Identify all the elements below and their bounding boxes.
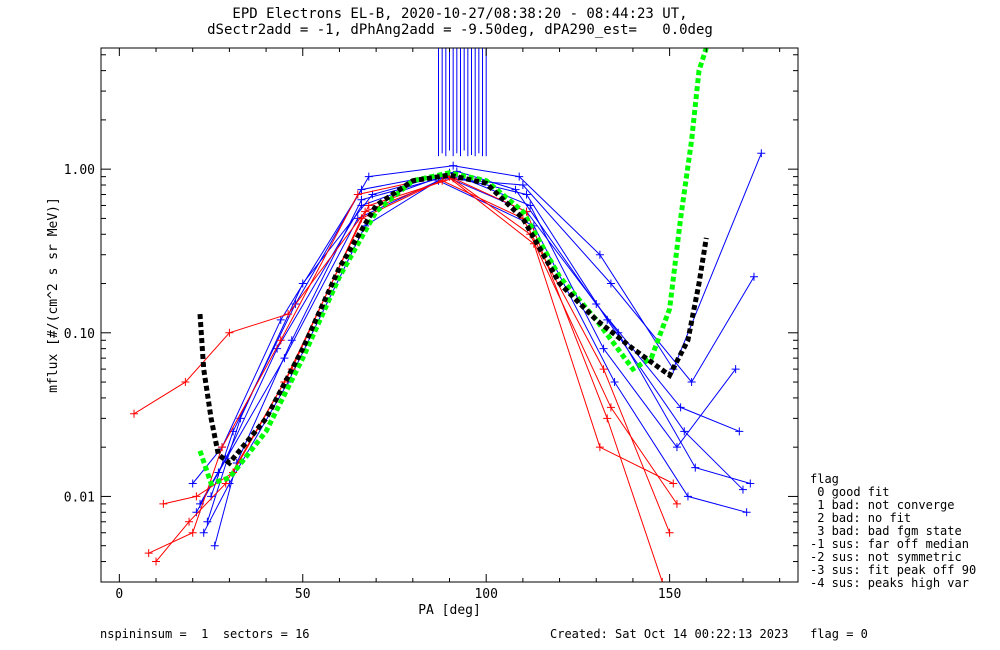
data-point-marker [284, 310, 293, 319]
data-point-marker [735, 427, 744, 436]
x-tick-label: 0 [115, 587, 123, 602]
series-layer [130, 48, 766, 582]
data-point-marker [757, 149, 766, 158]
data-point-marker [511, 185, 520, 194]
data-point-marker [152, 557, 161, 566]
data-point-marker [130, 409, 139, 418]
data-point-marker [203, 517, 212, 526]
data-point-marker [676, 403, 685, 412]
data-point-marker [738, 485, 747, 494]
data-point-marker [526, 201, 535, 210]
data-point-marker [159, 499, 168, 508]
fit-curve-black [197, 172, 709, 467]
data-point-marker [669, 479, 678, 488]
data-point-marker [144, 549, 153, 558]
data-point-marker [287, 336, 296, 345]
data-point-marker [298, 279, 307, 288]
x-tick-label: 150 [658, 587, 681, 602]
y-tick-label: 0.01 [64, 490, 95, 505]
data-point-marker [192, 508, 201, 517]
legend-item: 0 good fit [810, 485, 890, 499]
data-point-marker [273, 344, 282, 353]
data-point-marker [181, 378, 190, 387]
legend-item: -3 sus: fit peak off 90 [810, 563, 977, 577]
data-point-marker [185, 517, 194, 526]
data-point-marker [658, 578, 667, 582]
fit-curve-green [197, 48, 709, 487]
legend-item: 3 bad: bad fgm state [810, 524, 962, 538]
series-line-red [155, 176, 678, 562]
y-tick-label: 0.10 [64, 327, 95, 342]
data-point-marker [691, 463, 700, 472]
legend-item: 2 bad: no fit [810, 511, 912, 525]
legend-item: -4 sus: peaks high var [810, 576, 969, 590]
data-point-marker [749, 272, 758, 281]
data-point-marker [683, 492, 692, 501]
series-line-blue [206, 170, 740, 522]
data-point-marker [672, 499, 681, 508]
data-point-marker [210, 541, 219, 550]
data-point-marker [731, 365, 740, 374]
footer-settings: nspininsum = 1 sectors = 16 [100, 627, 310, 641]
x-tick-label: 100 [474, 587, 497, 602]
data-point-marker [680, 427, 689, 436]
legend-title: flag [810, 472, 839, 486]
y-axis-label: mflux [#/(cm^2 s sr MeV)] [46, 197, 61, 393]
data-point-marker [449, 161, 458, 170]
x-axis-label: PA [deg] [418, 603, 481, 618]
flag-legend: flag 0 good fit 1 bad: not converge 2 ba… [810, 473, 976, 590]
axes-layer: 0 50 100 150 0.01 0.10 1.00 PA [deg] mflux [#/(c… [46, 47, 799, 618]
series-group [130, 48, 766, 582]
data-point-marker [276, 336, 285, 345]
data-point-marker [518, 181, 527, 190]
data-point-marker [515, 172, 524, 181]
data-point-marker [606, 279, 615, 288]
y-tick-label: 1.00 [64, 163, 95, 178]
data-point-marker [599, 365, 608, 374]
data-point-marker [280, 354, 289, 363]
data-point-marker [214, 468, 223, 477]
data-point-marker [364, 201, 373, 210]
data-point-marker [218, 443, 227, 452]
data-point-marker [603, 414, 612, 423]
data-point-marker [199, 528, 208, 537]
data-point-marker [188, 479, 197, 488]
series-line-blue [192, 172, 736, 484]
legend-item: 1 bad: not converge [810, 498, 955, 512]
data-point-marker [595, 443, 604, 452]
data-point-marker [687, 378, 696, 387]
legend-item: -2 sus: not symmetric [810, 550, 962, 564]
data-point-marker [276, 315, 285, 324]
data-point-marker [357, 195, 366, 204]
data-point-marker [606, 403, 615, 412]
data-point-marker [742, 508, 751, 517]
x-tick-label: 50 [295, 587, 311, 602]
data-point-marker [522, 190, 531, 199]
footer-created: Created: Sat Oct 14 00:22:13 2023 flag =… [550, 627, 868, 641]
data-point-marker [595, 250, 604, 259]
data-point-marker [188, 528, 197, 537]
data-point-marker [353, 190, 362, 199]
data-point-marker [364, 172, 373, 181]
legend-item: -1 sus: far off median [810, 537, 969, 551]
chart-title-line1: EPD Electrons EL-B, 2020-10-27/08:38:20 … [232, 6, 688, 22]
data-point-marker [746, 479, 755, 488]
data-point-marker [192, 492, 201, 501]
data-point-marker [665, 528, 674, 537]
chart-title-line2: dSectr2add = -1, dPhAng2add = -9.50deg, … [207, 22, 713, 38]
series-line-red [163, 177, 663, 582]
data-point-marker [599, 344, 608, 353]
data-point-marker [225, 328, 234, 337]
data-point-marker [610, 378, 619, 387]
data-point-marker [672, 443, 681, 452]
